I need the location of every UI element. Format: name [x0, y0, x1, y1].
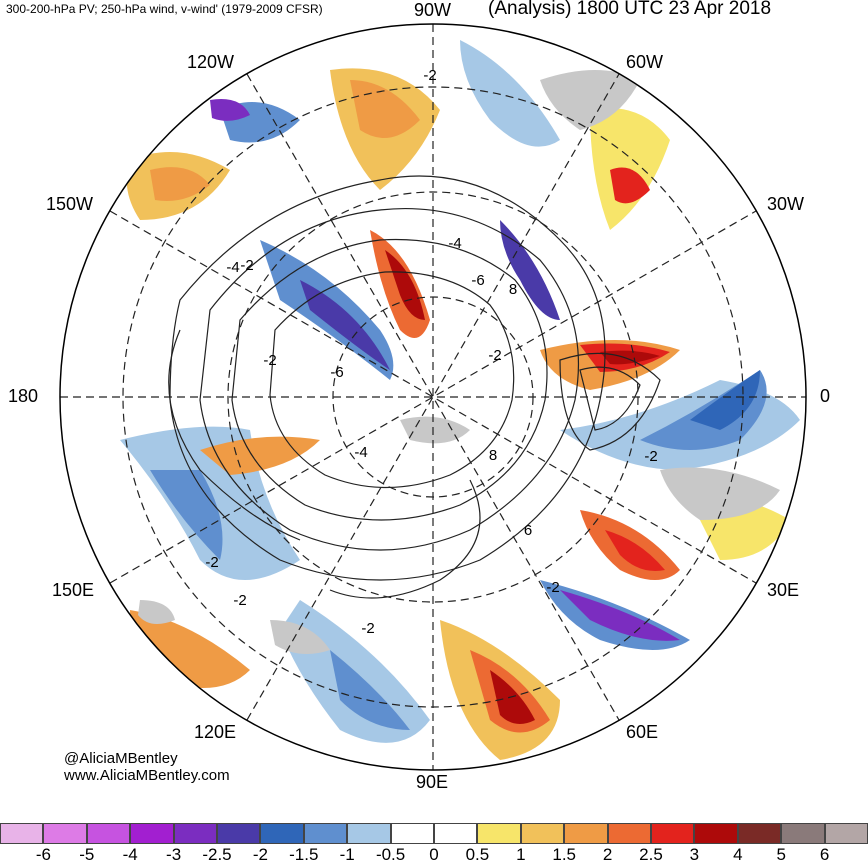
- contour-label: -2: [644, 448, 657, 465]
- contour-label: -4: [226, 259, 239, 276]
- contour-label: -2: [546, 579, 559, 596]
- colorbar-swatch: [130, 823, 174, 844]
- lon-label-120e: 120E: [194, 722, 237, 742]
- lon-label-60w: 60W: [626, 52, 664, 72]
- lon-label-90w: 90W: [414, 0, 452, 20]
- contour-label: 8: [509, 281, 517, 298]
- colorbar-tick-label: -3: [166, 845, 182, 864]
- colorbar-swatch: [737, 823, 782, 844]
- colorbar-swatch: [390, 823, 434, 844]
- contour-label: -2: [263, 352, 276, 369]
- lon-label-180: 180: [8, 386, 39, 406]
- colorbar-tick-label: -6: [35, 845, 51, 864]
- lon-label-90e: 90E: [416, 772, 449, 792]
- credit-site: www.AliciaMBentley.com: [64, 767, 230, 784]
- colorbar-swatch: [694, 823, 738, 844]
- colorbar-swatch: [303, 823, 348, 844]
- colorbar-swatch: [0, 823, 44, 844]
- colorbar-swatch: [651, 823, 695, 844]
- colorbar-tick-label: 2.5: [639, 845, 663, 864]
- colorbar-swatch: [564, 823, 608, 844]
- colorbar-tick-label: 6: [819, 845, 830, 864]
- lon-label-150w: 150W: [46, 194, 94, 214]
- colorbar-tick-label: 2: [602, 845, 613, 864]
- map-title: (Analysis) 1800 UTC 23 Apr 2018: [488, 0, 772, 19]
- colorbar-tick-label: 0.5: [465, 845, 490, 864]
- lon-label-30e: 30E: [767, 580, 800, 600]
- colorbar-swatch: [347, 823, 391, 844]
- colorbar-swatch: [173, 823, 217, 844]
- contour-label: -2: [423, 67, 436, 84]
- colorbar-tick-label: -2.5: [202, 845, 232, 864]
- colorbar-tick-label: 4: [733, 845, 743, 864]
- contour-label: 8: [489, 447, 497, 464]
- colorbar-tick-label: 1.5: [552, 845, 576, 864]
- lon-label-60e: 60E: [626, 722, 659, 742]
- graticule: [60, 24, 806, 770]
- colorbar-swatch: [520, 823, 565, 844]
- colorbar-swatch: [260, 823, 304, 844]
- contour-label: 6: [524, 522, 532, 539]
- colorbar-swatch: [43, 823, 87, 844]
- lon-label-0: 0: [820, 386, 831, 406]
- colorbar-tick-label: -1: [339, 845, 355, 864]
- contour-label: -6: [471, 272, 484, 289]
- colorbar-tick-label: -0.5: [375, 845, 406, 864]
- contour-label: -2: [205, 554, 218, 571]
- colorbar-swatch: [434, 823, 478, 844]
- lon-label-150e: 150E: [52, 580, 95, 600]
- contour-label: -2: [488, 347, 501, 364]
- contour-label: -2: [240, 257, 253, 274]
- pv-contours: [168, 175, 661, 599]
- colorbar-tick-label: -4: [122, 845, 138, 864]
- contour-label: -2: [233, 592, 246, 609]
- colorbar-tick-label: -1.5: [289, 845, 319, 864]
- map-subtitle: 300-200-hPa PV; 250-hPa wind, v-wind' (1…: [6, 2, 323, 16]
- colorbar-swatch: [781, 823, 825, 844]
- colorbar-swatch: [477, 823, 521, 844]
- colorbar-swatch: [86, 823, 131, 844]
- colorbar-swatch: [217, 823, 261, 844]
- colorbar-tick-label: 5: [776, 845, 786, 864]
- colorbar-tick-label: 3: [689, 845, 700, 864]
- contour-label: -6: [330, 364, 343, 381]
- colorbar-tick-label: -5: [79, 845, 95, 864]
- map-border: [59, 23, 807, 771]
- contour-label: -4: [448, 235, 461, 252]
- contour-label: -4: [354, 444, 367, 461]
- colorbar-tick-label: -2: [252, 845, 268, 864]
- colorbar-swatch: [824, 823, 868, 844]
- colorbar-tick-label: 1: [516, 845, 526, 864]
- colorbar-tick-label: 0: [429, 845, 439, 864]
- contour-label: -2: [361, 620, 374, 637]
- lon-label-30w: 30W: [767, 194, 805, 214]
- colorbar-swatch: [607, 823, 651, 844]
- credit-handle: @AliciaMBentley: [64, 750, 178, 767]
- lon-label-120w: 120W: [187, 52, 235, 72]
